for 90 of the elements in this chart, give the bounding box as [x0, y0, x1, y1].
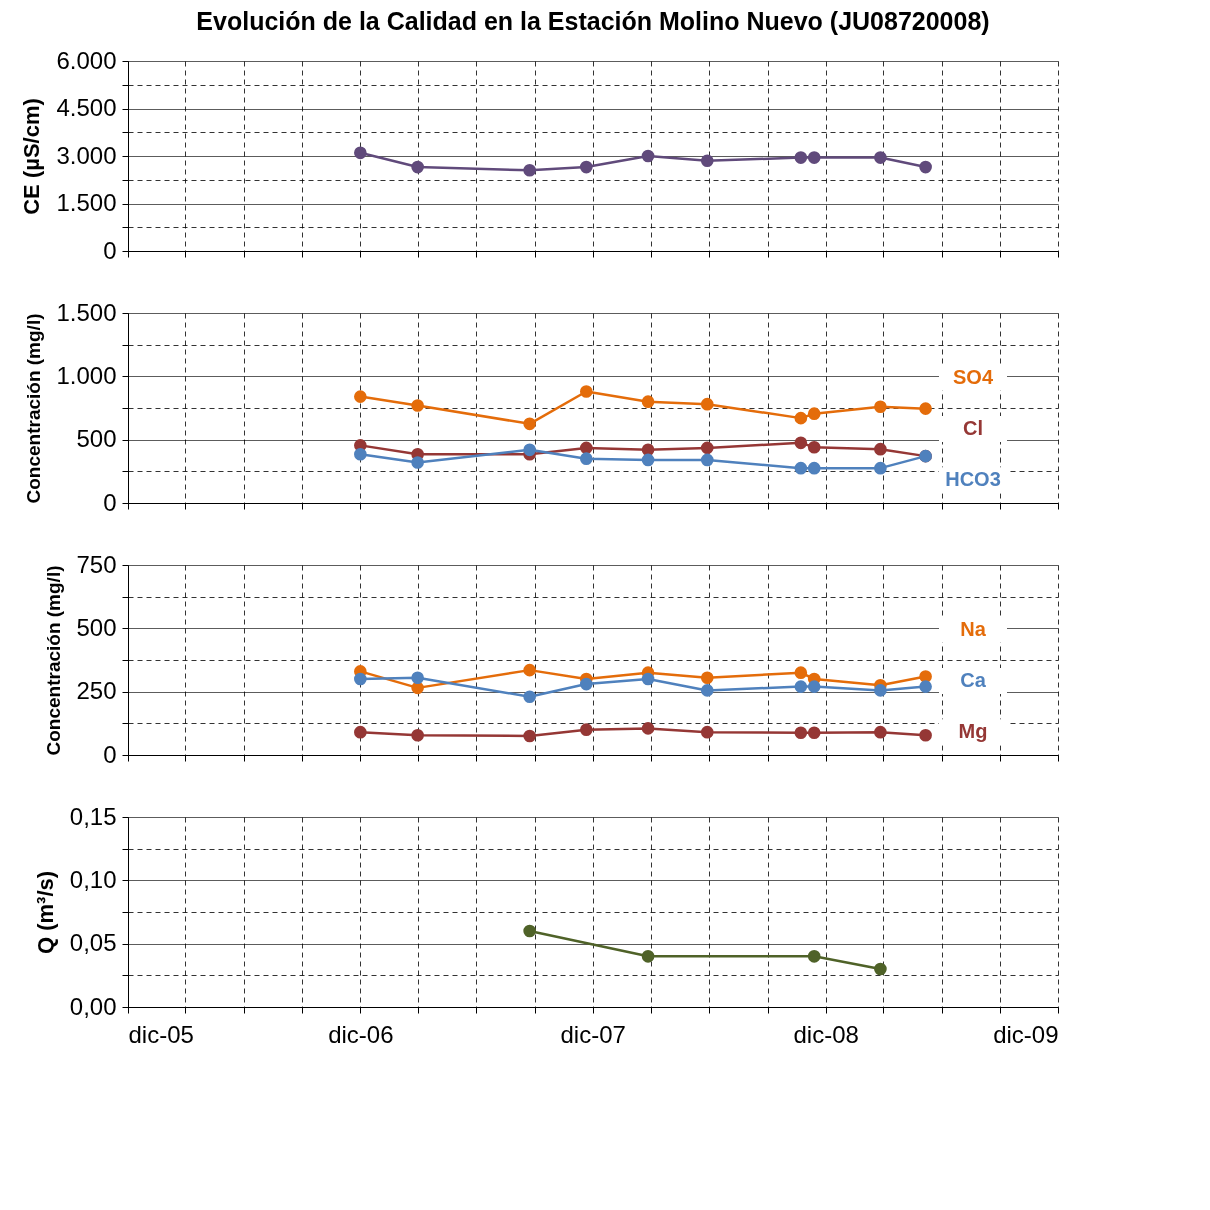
y-tick-label: 0,15: [69, 802, 117, 830]
point: [523, 443, 536, 457]
point: [411, 160, 424, 174]
x-tick-label: dic-08: [793, 1020, 859, 1048]
y-tick-label: 750: [76, 550, 117, 578]
y-tick-label: 3.000: [56, 141, 117, 169]
y-tick-label: 1.500: [56, 189, 117, 216]
chart-title: Evolución de la Calidad en la Estación Molino Nuevo (JU08720008): [196, 7, 990, 35]
point: [523, 729, 536, 743]
y-tick-label: 0,10: [69, 865, 117, 893]
x-tick-label: dic-09: [993, 1020, 1059, 1048]
y-tick-label: 500: [76, 425, 117, 453]
point: [874, 684, 887, 697]
y-tick-label: 0,05: [69, 929, 117, 957]
text: Na: [960, 617, 987, 640]
point: [641, 149, 655, 163]
point: [794, 726, 808, 740]
y-tick-label: 6.000: [56, 46, 117, 74]
point: [354, 447, 367, 461]
y-tick-label: 0: [103, 740, 117, 768]
point: [523, 163, 536, 177]
x-tick-label: dic-06: [328, 1020, 394, 1048]
y-axis-title: Concentración (mg/l): [43, 565, 65, 756]
point: [874, 461, 887, 475]
point: [641, 722, 655, 735]
point: [411, 671, 424, 685]
point: [874, 400, 887, 414]
point: [523, 690, 536, 704]
point: [794, 411, 808, 425]
point: [794, 151, 808, 164]
point: [641, 395, 655, 408]
series-label: Ca: [960, 668, 987, 691]
y-tick-label: 250: [76, 677, 117, 705]
point: [919, 402, 932, 415]
y-tick-label: 1.500: [56, 298, 117, 326]
y-tick-label: 4.500: [56, 94, 117, 121]
point: [919, 680, 932, 693]
point: [807, 680, 821, 693]
point: [700, 671, 714, 685]
point: [700, 684, 714, 697]
point: [700, 441, 714, 455]
point: [579, 385, 593, 398]
series-label: HCO3: [945, 468, 1001, 491]
point: [579, 677, 593, 691]
series-label: Mg: [958, 720, 988, 743]
point: [579, 160, 593, 174]
y-axis-title: CE (µS/cm): [19, 98, 45, 215]
point: [874, 151, 887, 164]
point: [641, 453, 655, 467]
x-tick-label: dic-07: [560, 1020, 626, 1048]
point: [794, 666, 808, 679]
point: [919, 728, 932, 742]
point: [411, 456, 424, 469]
point: [411, 399, 424, 412]
x-tick-label: dic-05: [128, 1020, 194, 1048]
y-axis-title: Q (m³/s): [32, 870, 58, 955]
point: [794, 461, 808, 475]
point: [354, 146, 367, 160]
point: [354, 672, 367, 686]
y-tick-label: 0: [103, 488, 117, 516]
point: [579, 452, 593, 465]
y-axis-title: Concentración (mg/l): [23, 313, 45, 504]
point: [354, 725, 367, 739]
point: [794, 436, 808, 450]
point: [700, 397, 714, 411]
point: [807, 151, 821, 164]
point: [807, 440, 821, 454]
point: [579, 723, 593, 736]
point: [700, 725, 714, 739]
y-tick-label: 1.000: [56, 361, 117, 389]
y-tick-label: 500: [76, 613, 117, 641]
point: [919, 160, 932, 174]
point: [807, 461, 821, 475]
point: [523, 417, 536, 431]
point: [411, 728, 424, 742]
point: [874, 725, 887, 739]
point: [807, 407, 821, 421]
point: [807, 726, 821, 740]
y-tick-label: 0: [103, 236, 117, 264]
point: [874, 442, 887, 456]
series-label: Cl: [963, 416, 983, 439]
point: [641, 672, 655, 686]
y-tick-label: 0,00: [69, 992, 117, 1020]
point: [523, 663, 536, 677]
point: [700, 453, 714, 467]
point: [354, 390, 367, 403]
series-label: SO4: [952, 365, 994, 388]
point: [700, 154, 714, 168]
point: [794, 680, 808, 693]
point: [579, 441, 593, 455]
